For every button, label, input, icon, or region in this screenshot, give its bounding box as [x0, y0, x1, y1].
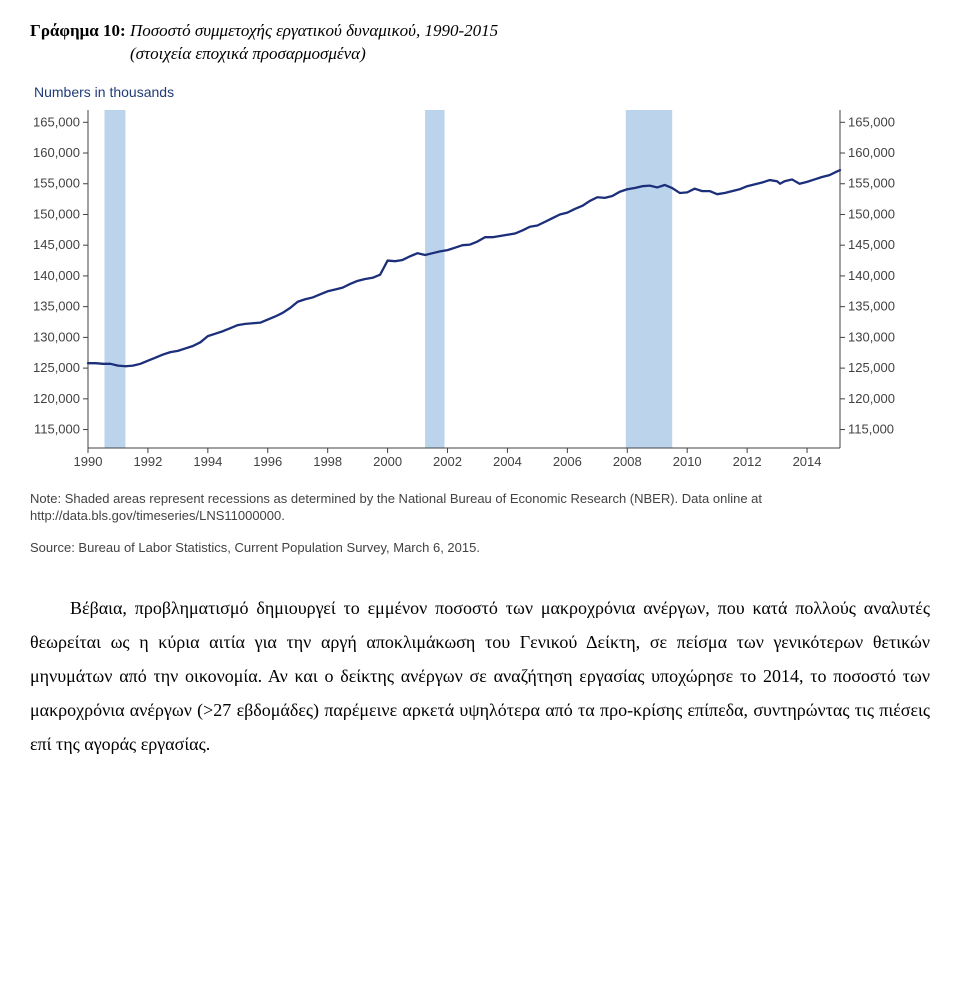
svg-text:120,000: 120,000 — [33, 391, 80, 406]
svg-text:160,000: 160,000 — [848, 145, 895, 160]
caption-sub: (στοιχεία εποχικά προσαρμοσμένα) — [30, 43, 366, 66]
svg-text:160,000: 160,000 — [33, 145, 80, 160]
svg-text:2012: 2012 — [733, 454, 762, 469]
svg-text:2014: 2014 — [793, 454, 822, 469]
svg-text:1992: 1992 — [133, 454, 162, 469]
svg-text:130,000: 130,000 — [848, 329, 895, 344]
note-text: Shaded areas represent recessions as det… — [30, 491, 762, 524]
svg-text:2002: 2002 — [433, 454, 462, 469]
body-paragraph: Βέβαια, προβληματισμό δημιουργεί το εμμέ… — [30, 591, 930, 762]
svg-text:135,000: 135,000 — [33, 299, 80, 314]
chart-note: Note: Shaded areas represent recessions … — [30, 490, 900, 525]
svg-text:165,000: 165,000 — [848, 114, 895, 129]
svg-text:140,000: 140,000 — [33, 268, 80, 283]
chart-source: Source: Bureau of Labor Statistics, Curr… — [30, 539, 900, 557]
chart-container: Numbers in thousands 115,000 115,000 120,0… — [30, 84, 930, 557]
y-axis-title: Numbers in thousands — [34, 84, 930, 100]
svg-text:125,000: 125,000 — [848, 360, 895, 375]
source-label: Source: — [30, 540, 75, 555]
svg-text:145,000: 145,000 — [33, 237, 80, 252]
svg-text:1996: 1996 — [253, 454, 282, 469]
svg-text:155,000: 155,000 — [33, 176, 80, 191]
svg-text:165,000: 165,000 — [33, 114, 80, 129]
svg-text:150,000: 150,000 — [33, 206, 80, 221]
svg-text:135,000: 135,000 — [848, 299, 895, 314]
svg-text:1990: 1990 — [74, 454, 103, 469]
svg-text:1998: 1998 — [313, 454, 342, 469]
svg-text:2008: 2008 — [613, 454, 642, 469]
svg-text:130,000: 130,000 — [33, 329, 80, 344]
svg-text:140,000: 140,000 — [848, 268, 895, 283]
source-text: Bureau of Labor Statistics, Current Popu… — [75, 540, 480, 555]
svg-text:150,000: 150,000 — [848, 206, 895, 221]
svg-text:2004: 2004 — [493, 454, 522, 469]
svg-text:155,000: 155,000 — [848, 176, 895, 191]
svg-text:115,000: 115,000 — [34, 421, 80, 436]
svg-text:120,000: 120,000 — [848, 391, 895, 406]
caption-main: Ποσοστό συμμετοχής εργατικού δυναμικού, … — [126, 21, 498, 40]
svg-text:125,000: 125,000 — [33, 360, 80, 375]
svg-text:2010: 2010 — [673, 454, 702, 469]
svg-text:115,000: 115,000 — [848, 421, 894, 436]
figure-caption: Γράφημα 10: Ποσοστό συμμετοχής εργατικού… — [30, 20, 930, 66]
caption-prefix: Γράφημα 10: — [30, 21, 126, 40]
svg-text:2006: 2006 — [553, 454, 582, 469]
line-chart: 115,000 115,000 120,000 120,000 125,000 125,0… — [30, 106, 898, 476]
svg-text:1994: 1994 — [193, 454, 222, 469]
svg-text:2000: 2000 — [373, 454, 402, 469]
note-label: Note: — [30, 491, 61, 506]
svg-text:145,000: 145,000 — [848, 237, 895, 252]
